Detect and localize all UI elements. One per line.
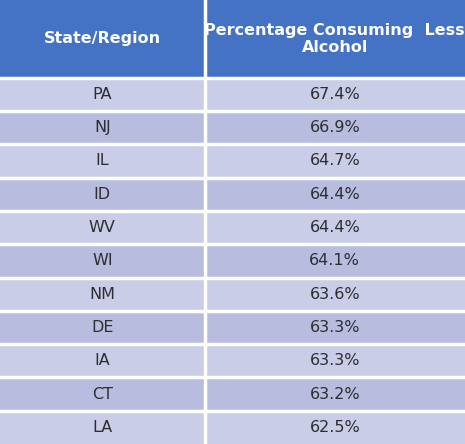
Bar [205, 344, 465, 377]
Bar [0, 111, 205, 144]
Text: CT: CT [92, 387, 113, 401]
Text: WV: WV [89, 220, 116, 235]
Text: DE: DE [91, 320, 113, 335]
Text: Percentage Consuming  Less
Alcohol: Percentage Consuming Less Alcohol [205, 23, 465, 55]
Bar [205, 211, 465, 244]
Bar [205, 144, 465, 178]
Text: LA: LA [92, 420, 113, 435]
Bar [0, 78, 205, 111]
Text: ID: ID [94, 187, 111, 202]
Text: 63.3%: 63.3% [310, 320, 360, 335]
Text: 63.2%: 63.2% [310, 387, 360, 401]
Bar [205, 311, 465, 344]
Bar [205, 377, 465, 411]
Bar [0, 244, 205, 278]
Text: IL: IL [95, 154, 109, 168]
Text: 64.4%: 64.4% [309, 187, 360, 202]
Text: 64.1%: 64.1% [309, 254, 360, 268]
Text: PA: PA [93, 87, 112, 102]
Text: 64.4%: 64.4% [309, 220, 360, 235]
Text: 64.7%: 64.7% [309, 154, 360, 168]
Bar [205, 178, 465, 211]
Text: 66.9%: 66.9% [309, 120, 360, 135]
Bar [0, 344, 205, 377]
Text: NM: NM [89, 287, 115, 301]
Bar [205, 244, 465, 278]
Text: IA: IA [94, 353, 110, 368]
Bar [0, 144, 205, 178]
Bar [0, 211, 205, 244]
Bar [205, 411, 465, 444]
Text: 63.3%: 63.3% [310, 353, 360, 368]
Text: State/Region: State/Region [44, 32, 161, 46]
Bar [0, 311, 205, 344]
Bar [0, 0, 205, 78]
Bar [0, 377, 205, 411]
Text: 67.4%: 67.4% [309, 87, 360, 102]
Bar [205, 111, 465, 144]
Text: 63.6%: 63.6% [310, 287, 360, 301]
Bar [205, 0, 465, 78]
Text: WI: WI [92, 254, 113, 268]
Bar [205, 78, 465, 111]
Text: 62.5%: 62.5% [309, 420, 360, 435]
Bar [205, 278, 465, 311]
Bar [0, 178, 205, 211]
Text: NJ: NJ [94, 120, 111, 135]
Bar [0, 411, 205, 444]
Bar [0, 278, 205, 311]
